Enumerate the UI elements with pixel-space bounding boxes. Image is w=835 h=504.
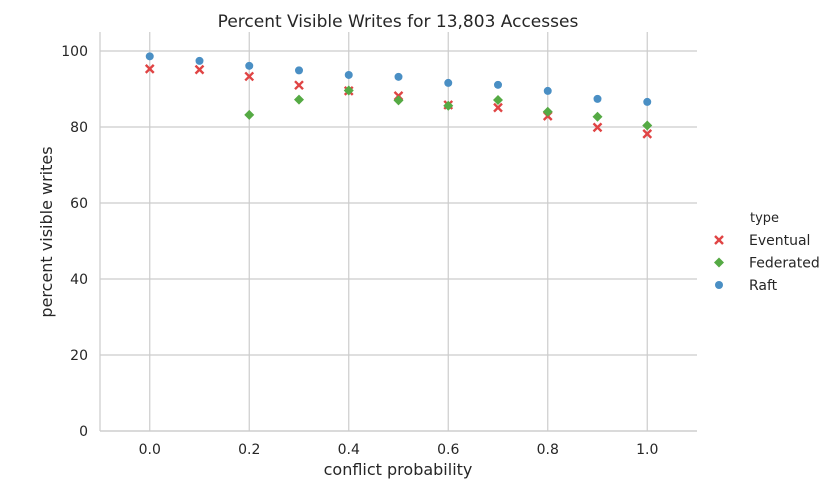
chart-title: Percent Visible Writes for 13,803 Access… <box>218 12 579 32</box>
data-point-eventual <box>295 81 303 89</box>
data-point-raft <box>444 79 452 87</box>
x-tick-label: 0.2 <box>238 442 260 458</box>
x-tick-label: 0.4 <box>338 442 360 458</box>
x-axis-label: conflict probability <box>324 460 473 479</box>
data-points <box>146 52 653 138</box>
data-point-eventual <box>196 66 204 74</box>
y-tick-label: 100 <box>61 44 88 60</box>
y-tick-label: 20 <box>70 348 88 364</box>
legend-title: type <box>750 211 779 226</box>
x-tick-label: 1.0 <box>636 442 658 458</box>
legend-item-raft: Raft <box>715 278 778 294</box>
x-tick-labels: 0.0 0.2 0.4 0.6 0.8 1.0 <box>139 442 659 458</box>
data-point-raft <box>295 66 303 74</box>
data-point-federated <box>394 95 404 105</box>
data-point-raft <box>643 98 651 106</box>
legend-item-federated: Federated <box>714 256 820 272</box>
data-point-raft <box>196 57 204 65</box>
x-tick-label: 0.0 <box>139 442 161 458</box>
gridlines <box>100 32 697 431</box>
data-point-federated <box>593 112 603 122</box>
legend-marker-raft <box>715 281 723 289</box>
data-point-raft <box>345 71 353 79</box>
legend-label-raft: Raft <box>749 278 778 294</box>
data-point-raft <box>494 81 502 89</box>
data-point-raft <box>594 95 602 103</box>
legend-label-federated: Federated <box>749 256 820 272</box>
data-point-raft <box>395 73 403 81</box>
y-tick-label: 80 <box>70 120 88 136</box>
x-tick-label: 0.6 <box>437 442 459 458</box>
legend-item-eventual: Eventual <box>715 233 810 249</box>
data-point-raft <box>245 62 253 70</box>
axes <box>100 32 697 431</box>
y-tick-label: 60 <box>70 196 88 212</box>
legend-label-eventual: Eventual <box>749 233 810 249</box>
data-point-raft <box>146 52 154 60</box>
y-axis-label: percent visible writes <box>37 146 56 317</box>
data-point-federated <box>642 120 652 130</box>
x-tick-label: 0.8 <box>537 442 559 458</box>
legend-marker-eventual <box>715 236 723 244</box>
legend-marker-federated <box>714 258 724 268</box>
data-point-federated <box>244 110 254 120</box>
data-point-raft <box>544 87 552 95</box>
data-point-federated <box>294 95 304 105</box>
data-point-federated <box>543 107 553 117</box>
y-tick-labels: 0 20 40 60 80 100 <box>61 44 88 440</box>
y-tick-label: 40 <box>70 272 88 288</box>
y-tick-label: 0 <box>79 424 88 440</box>
legend: type Eventual Federated Raft <box>714 211 820 294</box>
